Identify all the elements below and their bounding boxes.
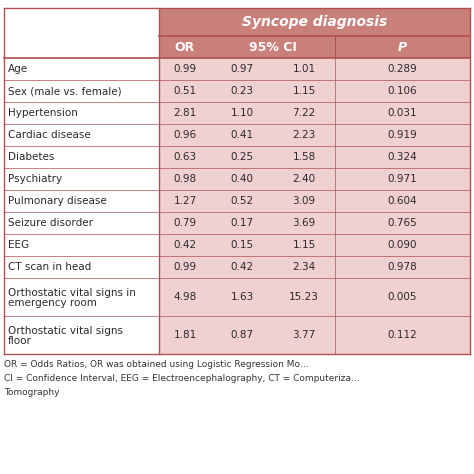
Text: 0.40: 0.40 [230, 174, 254, 184]
Text: 1.15: 1.15 [292, 240, 316, 250]
Bar [4, 212, 159, 234]
Bar [4, 190, 159, 212]
Bar [4, 80, 159, 102]
Text: OR = Odds Ratios, OR was obtained using Logistic Regression Mo…: OR = Odds Ratios, OR was obtained using … [4, 360, 309, 369]
Text: 0.42: 0.42 [173, 240, 197, 250]
Bar [4, 234, 159, 256]
Text: 7.22: 7.22 [292, 108, 316, 118]
Text: emergency room: emergency room [8, 298, 97, 308]
Text: 0.978: 0.978 [388, 262, 418, 272]
Text: 0.99: 0.99 [173, 64, 197, 74]
Bar [4, 316, 159, 354]
Bar [159, 256, 470, 278]
Text: 3.09: 3.09 [292, 196, 316, 206]
Bar [159, 234, 470, 256]
Text: 2.81: 2.81 [173, 108, 197, 118]
Text: 1.81: 1.81 [173, 330, 197, 340]
Text: 0.42: 0.42 [230, 262, 254, 272]
Text: Hypertension: Hypertension [8, 108, 78, 118]
Text: CT scan in head: CT scan in head [8, 262, 91, 272]
Text: Orthostatic vital signs in: Orthostatic vital signs in [8, 288, 136, 298]
Bar [4, 36, 159, 58]
Text: 0.15: 0.15 [230, 240, 254, 250]
Text: Cardiac disease: Cardiac disease [8, 130, 91, 140]
Text: 0.79: 0.79 [173, 218, 197, 228]
Text: 0.23: 0.23 [230, 86, 254, 96]
Text: 0.52: 0.52 [230, 196, 254, 206]
Text: EEG: EEG [8, 240, 29, 250]
Bar [159, 212, 470, 234]
Text: 0.289: 0.289 [388, 64, 418, 74]
Text: 0.919: 0.919 [388, 130, 418, 140]
Text: 95% CI: 95% CI [249, 40, 297, 54]
Text: Psychiatry: Psychiatry [8, 174, 62, 184]
Text: 3.77: 3.77 [292, 330, 316, 340]
Bar [159, 102, 470, 124]
Text: 1.58: 1.58 [292, 152, 316, 162]
Text: 0.106: 0.106 [388, 86, 417, 96]
Text: 0.96: 0.96 [173, 130, 197, 140]
Text: Pulmonary disease: Pulmonary disease [8, 196, 107, 206]
Text: Syncope diagnosis: Syncope diagnosis [242, 15, 387, 29]
Text: 0.87: 0.87 [230, 330, 254, 340]
Bar [159, 58, 470, 80]
Text: 0.112: 0.112 [388, 330, 418, 340]
Bar [159, 190, 470, 212]
Text: 15.23: 15.23 [289, 292, 319, 302]
Text: 0.63: 0.63 [173, 152, 197, 162]
Text: CI = Confidence Interval, EEG = Electroencephalography, CT = Computeriza…: CI = Confidence Interval, EEG = Electroe… [4, 374, 360, 383]
Text: 0.090: 0.090 [388, 240, 417, 250]
Bar [159, 168, 470, 190]
Bar [159, 124, 470, 146]
Text: Seizure disorder: Seizure disorder [8, 218, 93, 228]
Bar [159, 8, 470, 36]
Text: 4.98: 4.98 [173, 292, 197, 302]
Bar [159, 316, 470, 354]
Text: 1.27: 1.27 [173, 196, 197, 206]
Text: 1.10: 1.10 [230, 108, 254, 118]
Text: OR: OR [175, 40, 195, 54]
Text: 0.97: 0.97 [230, 64, 254, 74]
Bar [159, 36, 470, 58]
Text: 2.40: 2.40 [292, 174, 316, 184]
Text: 0.25: 0.25 [230, 152, 254, 162]
Bar [4, 146, 159, 168]
Bar [4, 168, 159, 190]
Text: Sex (male vs. female): Sex (male vs. female) [8, 86, 122, 96]
Text: 0.765: 0.765 [388, 218, 418, 228]
Text: 0.51: 0.51 [173, 86, 197, 96]
Text: 0.17: 0.17 [230, 218, 254, 228]
Text: 0.324: 0.324 [388, 152, 418, 162]
Bar [159, 146, 470, 168]
Bar [4, 256, 159, 278]
Text: Age: Age [8, 64, 28, 74]
Text: Diabetes: Diabetes [8, 152, 55, 162]
Text: Orthostatic vital signs: Orthostatic vital signs [8, 326, 123, 336]
Text: 1.15: 1.15 [292, 86, 316, 96]
Bar [4, 58, 159, 80]
Text: 0.005: 0.005 [388, 292, 417, 302]
Text: 3.69: 3.69 [292, 218, 316, 228]
Text: 1.63: 1.63 [230, 292, 254, 302]
Bar [4, 124, 159, 146]
Text: 0.99: 0.99 [173, 262, 197, 272]
Bar [159, 278, 470, 316]
Text: 0.98: 0.98 [173, 174, 197, 184]
Text: 0.604: 0.604 [388, 196, 417, 206]
Text: floor: floor [8, 336, 32, 346]
Text: 1.01: 1.01 [292, 64, 316, 74]
Text: 0.41: 0.41 [230, 130, 254, 140]
Bar [159, 80, 470, 102]
Text: P: P [398, 40, 407, 54]
Text: 0.971: 0.971 [388, 174, 418, 184]
Text: Tomography: Tomography [4, 388, 60, 397]
Text: 2.34: 2.34 [292, 262, 316, 272]
Bar [4, 8, 159, 36]
Bar [4, 102, 159, 124]
Text: 0.031: 0.031 [388, 108, 417, 118]
Bar [4, 278, 159, 316]
Text: 2.23: 2.23 [292, 130, 316, 140]
